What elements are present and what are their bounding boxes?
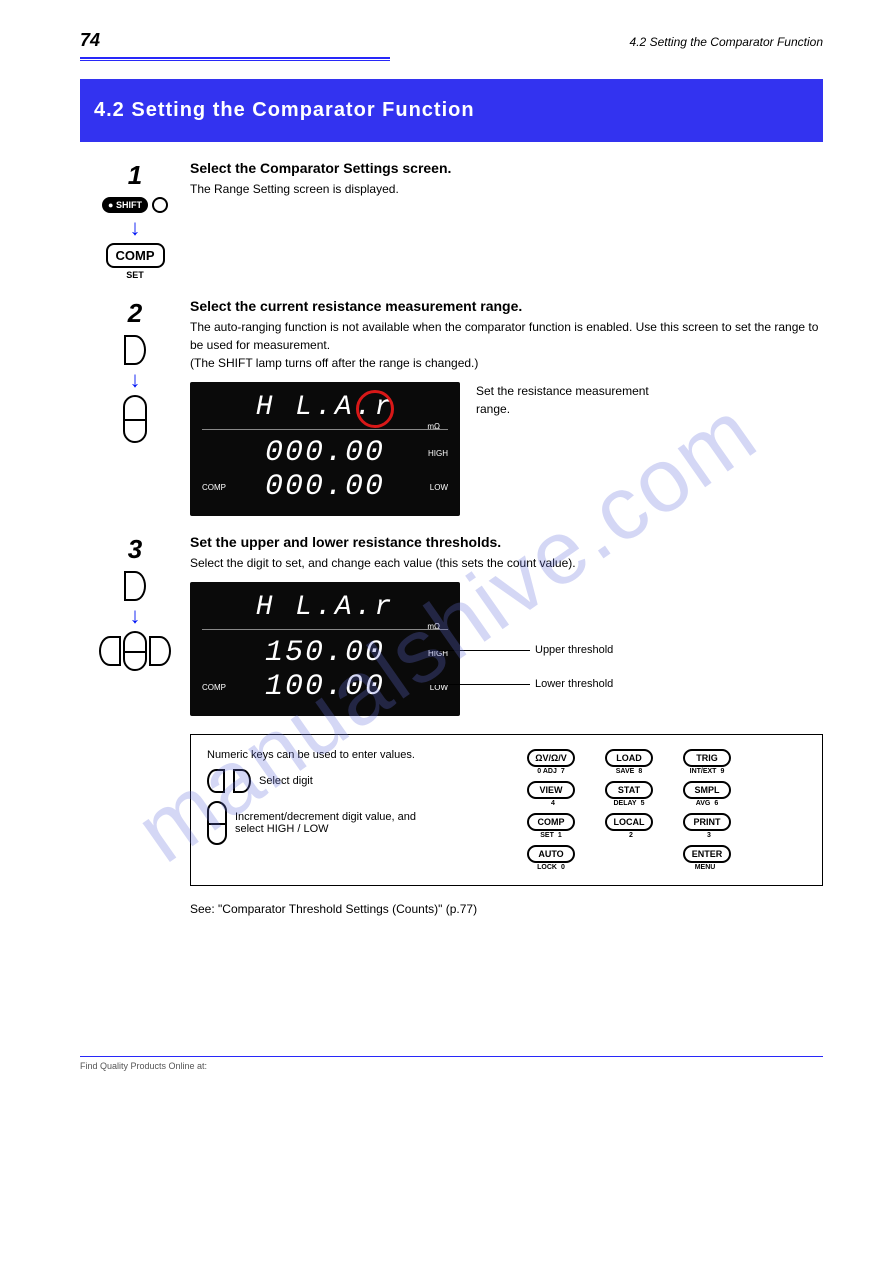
callout-high: Upper threshold (535, 644, 613, 656)
step-2-number: 2 (128, 298, 142, 329)
nav-updown-icon[interactable] (207, 801, 227, 845)
keypad-button-main: TRIG (683, 749, 731, 767)
shift-button[interactable]: ● SHIFT (102, 197, 168, 213)
lcd-display-1: H L.A.r mΩ 000.00 HIGH COMP 000.00 LOW (190, 382, 460, 516)
footer-rule (80, 1056, 823, 1057)
keypad-button-main: LOAD (605, 749, 653, 767)
keypad-button[interactable]: ΩV/Ω/V0 ADJ7 (517, 749, 585, 775)
keypad-button-sub: LOCK0 (537, 864, 565, 871)
section-ref: 4.2 Setting the Comparator Function (630, 35, 823, 49)
comp-label: COMP (106, 243, 165, 268)
keypad-button-sub: INT/EXT9 (690, 768, 725, 775)
step-3-hint: Select the digit to set, and change each… (190, 554, 823, 572)
step-2-note2: (The SHIFT lamp turns off after the rang… (190, 354, 823, 372)
nav-right-icon[interactable] (233, 769, 251, 793)
keypad-button-main: STAT (605, 781, 653, 799)
keypad-button[interactable]: SMPLAVG6 (673, 781, 741, 807)
keypad-button[interactable]: COMPSET1 (517, 813, 585, 839)
lcd1-high-tag: HIGH (420, 449, 448, 458)
keypad-button[interactable]: TRIGINT/EXT9 (673, 749, 741, 775)
keypad-button-sub: 3 (703, 832, 711, 839)
keypad-button[interactable]: LOADSAVE8 (595, 749, 663, 775)
keypad-button[interactable]: LOCAL2 (595, 813, 663, 839)
note-box: Numeric keys can be used to enter values… (190, 734, 823, 886)
lcd1-unit: mΩ (427, 422, 440, 431)
step-2-title: Select the current resistance measuremen… (190, 298, 823, 314)
lcd1-comp: COMP (202, 483, 230, 492)
keypad-button[interactable]: ENTERMENU (673, 845, 741, 871)
step-1-text: The Range Setting screen is displayed. (190, 180, 823, 198)
lcd2-low: 100.00 (230, 670, 420, 704)
comp-sublabel: SET (106, 270, 165, 280)
keypad-button-main: ΩV/Ω/V (527, 749, 575, 767)
nav-updown-icon (123, 631, 147, 671)
callout-line (430, 684, 530, 685)
keypad-button-main: SMPL (683, 781, 731, 799)
note-line1: Numeric keys can be used to enter values… (207, 749, 507, 761)
nav-cluster[interactable] (99, 631, 171, 671)
see-reference: See: "Comparator Threshold Settings (Cou… (190, 902, 823, 916)
step-2-caption: Set the resistance measurement range. (476, 382, 666, 418)
nav-left-icon (99, 636, 121, 666)
highlight-circle-icon (356, 390, 394, 428)
section-banner: 4.2 Setting the Comparator Function (80, 79, 823, 142)
lcd2-unit: mΩ (427, 622, 440, 631)
keypad-button-main: LOCAL (605, 813, 653, 831)
step-1-title: Select the Comparator Settings screen. (190, 160, 823, 176)
shift-label: ● SHIFT (102, 197, 148, 213)
lcd1-high: 000.00 (230, 436, 420, 470)
step-3-title: Set the upper and lower resistance thres… (190, 534, 823, 550)
lcd2-high: 150.00 (230, 636, 420, 670)
keypad-button-main: VIEW (527, 781, 575, 799)
footer-text: Find Quality Products Online at: (80, 1061, 823, 1071)
keypad-button-main: AUTO (527, 845, 575, 863)
keypad-button[interactable]: PRINT3 (673, 813, 741, 839)
arrow-down-icon: ↓ (130, 367, 141, 393)
note-updown-label: Increment/decrement digit value, and sel… (235, 811, 435, 835)
callout-low: Lower threshold (535, 678, 613, 690)
lcd1-top: H L.A.r (202, 392, 448, 427)
keypad-button-sub: 0 ADJ7 (537, 768, 565, 775)
lcd2-comp: COMP (202, 683, 230, 692)
lcd2-top: H L.A.r (202, 592, 448, 627)
keypad-button-sub: MENU (695, 864, 720, 871)
keypad-button[interactable]: STATDELAY5 (595, 781, 663, 807)
keypad-button-main: COMP (527, 813, 575, 831)
keypad: ΩV/Ω/V0 ADJ7 LOADSAVE8 TRIGINT/EXT9 VIEW4 ST… (517, 749, 741, 871)
keypad-button-sub: SET1 (540, 832, 562, 839)
keypad-button-sub: 2 (625, 832, 633, 839)
nav-left-icon[interactable] (207, 769, 225, 793)
lcd1-low-tag: LOW (420, 483, 448, 492)
keypad-button-main: PRINT (683, 813, 731, 831)
keypad-button-main: ENTER (683, 845, 731, 863)
keypad-button[interactable]: VIEW4 (517, 781, 585, 807)
keypad-button-sub: SAVE8 (616, 768, 642, 775)
comp-button[interactable]: COMP SET (106, 243, 165, 280)
step-3-number: 3 (128, 534, 142, 565)
shift-led-icon (152, 197, 168, 213)
nav-right-icon[interactable] (124, 335, 146, 365)
lcd-display-2: H L.A.r mΩ 150.00 HIGH COMP 100.00 LOW (190, 582, 460, 716)
page-number: 74 (80, 30, 100, 51)
arrow-down-icon: ↓ (130, 603, 141, 629)
nav-updown-icon[interactable] (123, 395, 147, 443)
nav-right-icon[interactable] (124, 571, 146, 601)
keypad-button-sub: AVG6 (696, 800, 719, 807)
note-select-digit: Select digit (259, 775, 313, 787)
keypad-button[interactable]: AUTOLOCK0 (517, 845, 585, 871)
arrow-down-icon: ↓ (130, 215, 141, 241)
page-header: 74 4.2 Setting the Comparator Function (80, 30, 823, 51)
step-2-note1: The auto-ranging function is not availab… (190, 318, 823, 354)
keypad-button-sub: DELAY5 (614, 800, 645, 807)
lcd1-low: 000.00 (230, 470, 420, 504)
header-underline (80, 57, 390, 61)
nav-right-icon (149, 636, 171, 666)
callout-line (430, 650, 530, 651)
step-1-number: 1 (128, 160, 142, 191)
keypad-button-sub: 4 (547, 800, 555, 807)
